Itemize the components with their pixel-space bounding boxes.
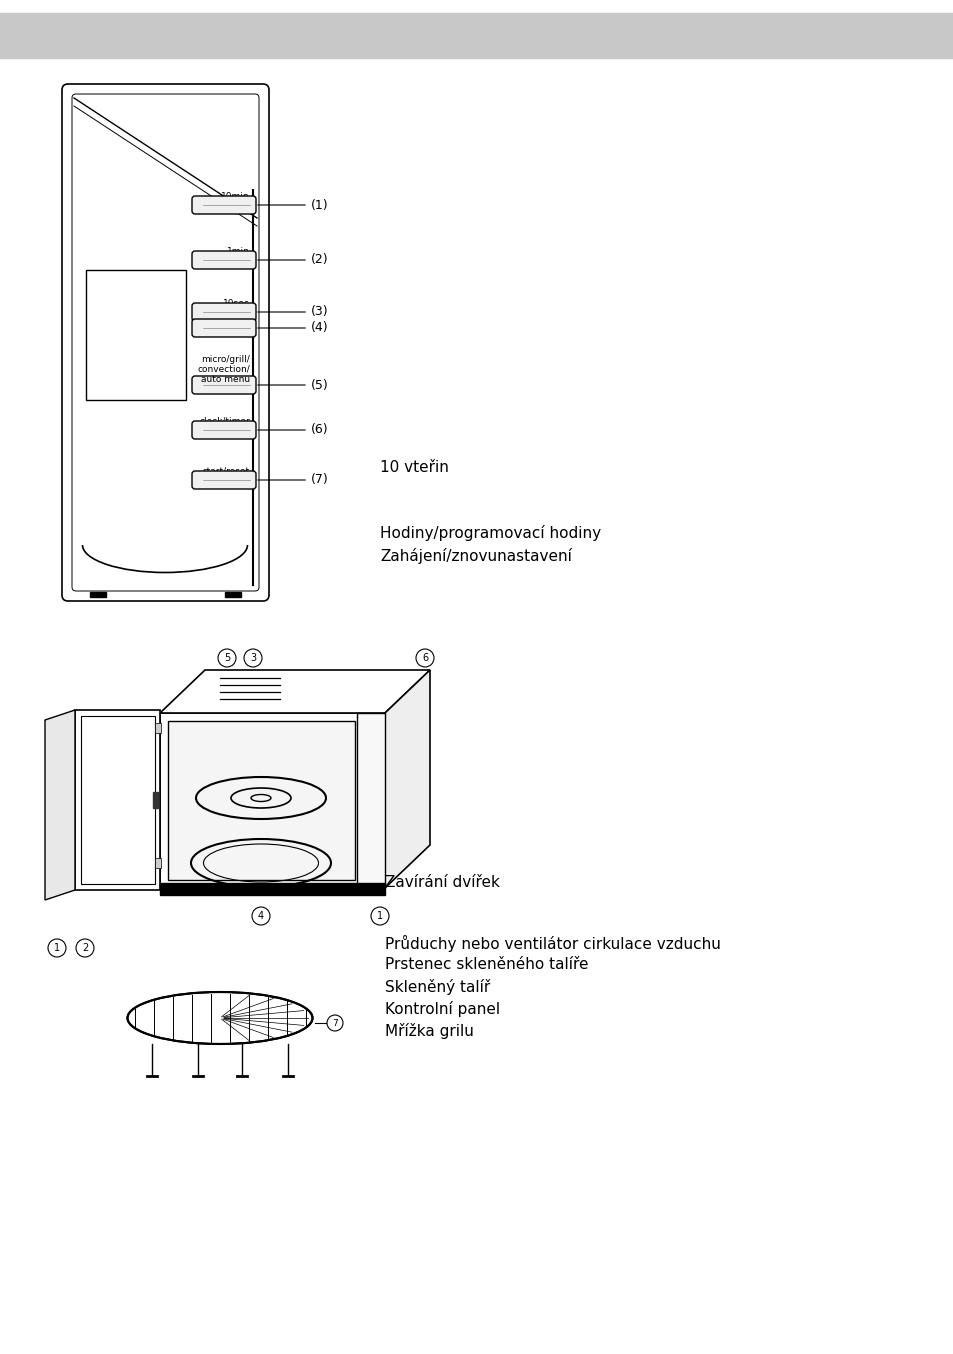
Text: convection/: convection/ <box>197 366 250 374</box>
Ellipse shape <box>128 992 313 1044</box>
Text: (7): (7) <box>311 474 329 486</box>
Text: clock/timer: clock/timer <box>199 417 250 427</box>
FancyBboxPatch shape <box>192 471 255 489</box>
Bar <box>154 858 161 868</box>
FancyBboxPatch shape <box>192 196 255 214</box>
Text: (3): (3) <box>311 306 328 318</box>
FancyBboxPatch shape <box>192 376 255 394</box>
Bar <box>154 723 161 733</box>
Polygon shape <box>75 709 160 890</box>
Text: Mřížka grilu: Mřížka grilu <box>385 1024 474 1039</box>
Bar <box>152 792 158 808</box>
Circle shape <box>371 907 389 925</box>
Text: 10min: 10min <box>221 192 250 200</box>
Text: 5: 5 <box>224 653 230 663</box>
Text: 10 vteřin: 10 vteřin <box>379 460 449 475</box>
Text: start/reset: start/reset <box>203 467 250 477</box>
Bar <box>86 269 186 399</box>
Text: Skleněný talíř: Skleněný talíř <box>385 979 490 995</box>
Text: Prstenec skleněného talíře: Prstenec skleněného talíře <box>385 957 588 972</box>
Circle shape <box>76 940 94 957</box>
Text: 1: 1 <box>376 911 383 921</box>
Polygon shape <box>160 670 430 714</box>
Text: Zavírání dvířek: Zavírání dvířek <box>385 875 499 890</box>
Bar <box>160 883 385 895</box>
Circle shape <box>218 649 235 668</box>
Text: 3: 3 <box>250 653 255 663</box>
Circle shape <box>327 1016 343 1030</box>
Text: (1): (1) <box>311 199 328 211</box>
Polygon shape <box>168 720 355 880</box>
Text: micro/grill/: micro/grill/ <box>201 355 250 364</box>
Text: auto menu: auto menu <box>201 375 250 385</box>
FancyBboxPatch shape <box>192 250 255 269</box>
Bar <box>0 14 953 58</box>
Text: 2: 2 <box>82 942 88 953</box>
FancyBboxPatch shape <box>192 320 255 337</box>
Circle shape <box>48 940 66 957</box>
Text: 4: 4 <box>257 911 264 921</box>
Text: Průduchy nebo ventilátor cirkulace vzduchu: Průduchy nebo ventilátor cirkulace vzduc… <box>385 936 720 952</box>
Text: (5): (5) <box>311 379 329 391</box>
Text: Hodiny/programovací hodiny: Hodiny/programovací hodiny <box>379 525 600 542</box>
Polygon shape <box>385 670 430 888</box>
Text: (6): (6) <box>311 424 328 436</box>
Circle shape <box>252 907 270 925</box>
Text: 10sec: 10sec <box>223 299 250 307</box>
Polygon shape <box>356 714 385 888</box>
Text: 1min: 1min <box>227 246 250 256</box>
Polygon shape <box>81 716 154 884</box>
Circle shape <box>416 649 434 668</box>
Bar <box>225 592 241 597</box>
Text: (4): (4) <box>311 321 328 334</box>
Circle shape <box>244 649 262 668</box>
FancyBboxPatch shape <box>192 303 255 321</box>
Bar <box>90 592 106 597</box>
Text: 1: 1 <box>54 942 60 953</box>
Text: 7: 7 <box>332 1018 337 1028</box>
Text: Kontrolní panel: Kontrolní panel <box>385 1001 499 1017</box>
FancyBboxPatch shape <box>192 421 255 439</box>
Text: (2): (2) <box>311 253 328 267</box>
FancyBboxPatch shape <box>71 93 258 590</box>
Text: Zahájení/znovunastavení: Zahájení/znovunastavení <box>379 548 571 565</box>
Text: 6: 6 <box>421 653 428 663</box>
Polygon shape <box>160 714 385 888</box>
FancyBboxPatch shape <box>62 84 269 601</box>
Polygon shape <box>45 709 75 900</box>
